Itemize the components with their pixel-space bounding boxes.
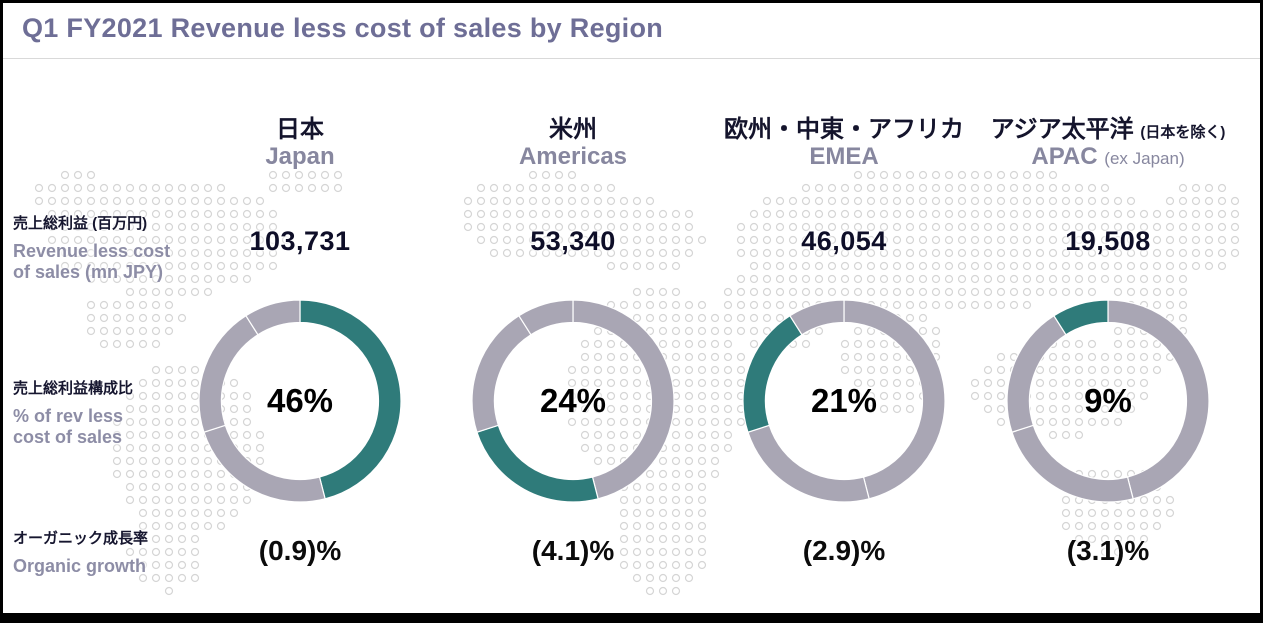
row-label-growth: オーガニック成長率 Organic growth bbox=[13, 527, 193, 577]
donut-chart-japan: 46% bbox=[197, 298, 403, 504]
donut-rings bbox=[198, 299, 402, 503]
growth-value: (2.9)% bbox=[802, 535, 886, 566]
region-column-emea: 欧州・中東・アフリカ EMEA 46,054 21% (2.9)% bbox=[709, 3, 979, 620]
row-label-growth-jp: オーガニック成長率 bbox=[13, 530, 149, 547]
share-label: 9% bbox=[1084, 382, 1132, 419]
share-label: 21% bbox=[810, 382, 878, 419]
row-label-revenue-jp: 売上総利益 (百万円) bbox=[13, 215, 148, 232]
growth-value: (3.1)% bbox=[1066, 535, 1150, 566]
world-dot-map bbox=[34, 170, 1240, 596]
revenue-value: 103,731 bbox=[249, 226, 351, 256]
revenue-value: 53,340 bbox=[530, 226, 616, 256]
row-label-share-en: % of rev less cost of sales bbox=[13, 406, 124, 447]
row-label-share: 売上総利益構成比 % of rev less cost of sales bbox=[13, 377, 193, 448]
region-name-en: EMEA bbox=[809, 143, 879, 170]
share-label: 24% bbox=[539, 382, 607, 419]
growth-value: (4.1)% bbox=[531, 535, 615, 566]
region-name-jp: アジア太平洋 (日本を除く) bbox=[990, 116, 1226, 143]
bottom-bar bbox=[3, 613, 1260, 620]
region-name-jp: 日本 bbox=[276, 116, 324, 143]
region-name-en: Americas bbox=[518, 143, 628, 170]
region-name-en-suffix: (ex Japan) bbox=[1104, 149, 1185, 168]
revenue-value: 46,054 bbox=[801, 226, 887, 256]
donut-rings bbox=[471, 299, 675, 503]
donut-chart-emea: 21% bbox=[741, 298, 947, 504]
region-name-jp: 欧州・中東・アフリカ bbox=[724, 116, 964, 143]
region-column-apac: アジア太平洋 (日本を除く) APAC (ex Japan) 19,508 9%… bbox=[973, 3, 1243, 620]
title-divider bbox=[3, 58, 1260, 59]
donut-chart-apac: 9% bbox=[1005, 298, 1211, 504]
region-name-jp: 米州 bbox=[549, 116, 597, 143]
page-title: Q1 FY2021 Revenue less cost of sales by … bbox=[22, 13, 664, 43]
donut-chart-americas: 24% bbox=[470, 298, 676, 504]
growth-value: (0.9)% bbox=[258, 535, 342, 566]
donut-rings bbox=[742, 299, 946, 503]
row-label-share-jp: 売上総利益構成比 bbox=[13, 380, 134, 397]
region-name-en: APAC (ex Japan) bbox=[1031, 143, 1185, 170]
donut-rings bbox=[1006, 299, 1210, 503]
region-name-jp-suffix: (日本を除く) bbox=[1140, 124, 1226, 141]
revenue-value: 19,508 bbox=[1065, 226, 1151, 256]
share-label: 46% bbox=[266, 382, 334, 419]
row-label-revenue: 売上総利益 (百万円) Revenue less cost of sales (m… bbox=[13, 212, 193, 283]
region-column-japan: 日本 Japan 103,731 46% (0.9)% bbox=[165, 3, 435, 620]
region-column-americas: 米州 Americas 53,340 24% (4.1)% bbox=[438, 3, 708, 620]
region-name-en: Japan bbox=[265, 143, 335, 170]
row-label-growth-en: Organic growth bbox=[13, 556, 147, 576]
row-label-revenue-en: Revenue less cost of sales (mn JPY) bbox=[13, 241, 171, 282]
